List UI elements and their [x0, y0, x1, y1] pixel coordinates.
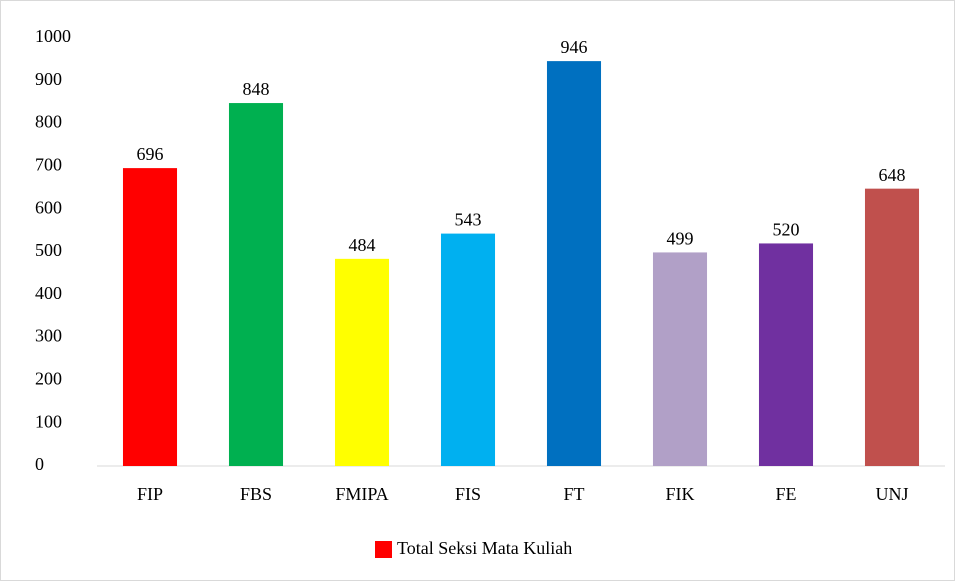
x-tick-label: FIP: [137, 484, 163, 504]
y-tick-label: 0: [35, 454, 44, 474]
x-tick-label: FIK: [665, 484, 694, 504]
data-label: 520: [773, 220, 800, 240]
bar: [440, 233, 496, 466]
y-tick-label: 700: [35, 155, 62, 175]
y-tick-label: 800: [35, 112, 62, 132]
data-label: 696: [137, 144, 164, 164]
data-label: 499: [667, 229, 694, 249]
x-tick-label: FMIPA: [335, 484, 388, 504]
x-tick-label: FBS: [240, 484, 272, 504]
y-tick-label: 600: [35, 197, 62, 217]
x-tick-label: FT: [563, 484, 584, 504]
x-tick-label: UNJ: [875, 484, 908, 504]
data-label: 484: [349, 235, 376, 255]
y-tick-label: 300: [35, 326, 62, 346]
bar: [228, 103, 284, 466]
data-label: 946: [561, 37, 588, 57]
bar: [758, 243, 814, 466]
bar: [334, 258, 390, 466]
y-tick-label: 1000: [35, 26, 71, 46]
bar: [122, 168, 178, 466]
y-tick-label: 400: [35, 283, 62, 303]
y-tick-label: 900: [35, 69, 62, 89]
data-label: 648: [879, 165, 906, 185]
x-tick-label: FE: [775, 484, 796, 504]
data-label: 543: [455, 210, 482, 230]
data-label: 848: [243, 79, 270, 99]
y-tick-label: 100: [35, 411, 62, 431]
legend-label: Total Seksi Mata Kuliah: [397, 538, 572, 558]
bar: [864, 188, 920, 466]
legend-swatch: [375, 541, 392, 558]
bar: [546, 61, 602, 466]
y-tick-label: 500: [35, 240, 62, 260]
x-tick-label: FIS: [455, 484, 481, 504]
bar: [652, 252, 708, 466]
y-tick-label: 200: [35, 369, 62, 389]
